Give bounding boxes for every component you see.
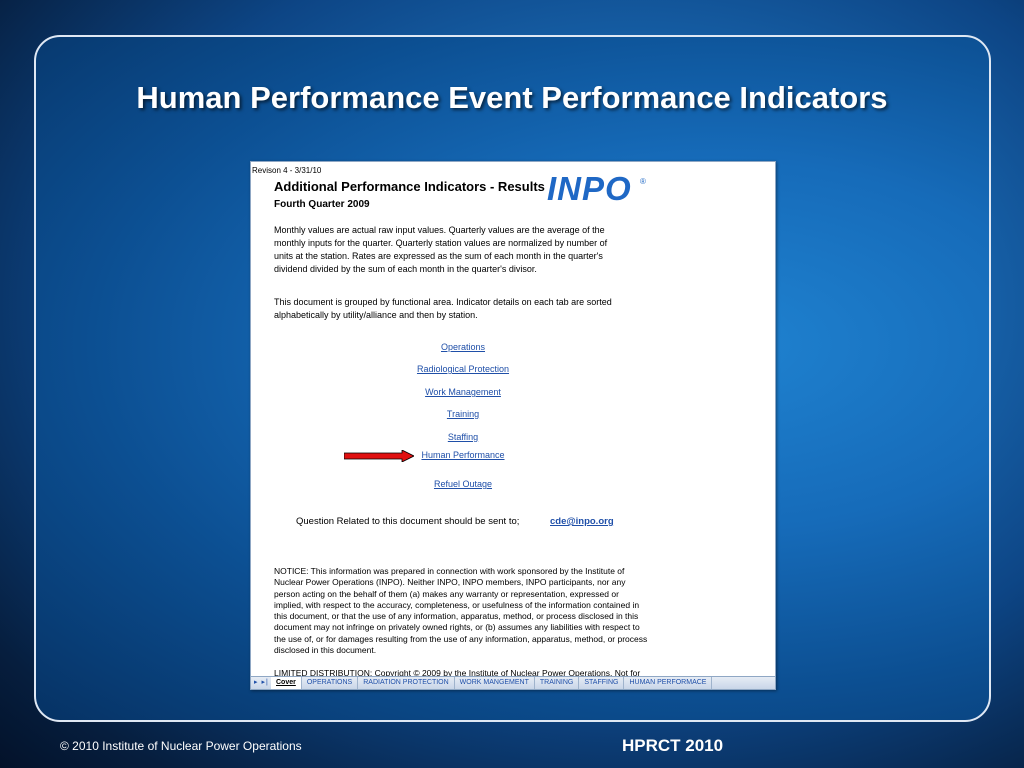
red-arrow-icon — [344, 450, 414, 462]
link-work-management[interactable]: Work Management — [425, 387, 501, 397]
notice-paragraph: NOTICE: This information was prepared in… — [274, 566, 647, 656]
copyright-footer: © 2010 Institute of Nuclear Power Operat… — [60, 739, 302, 753]
link-human-performance[interactable]: Human Performance — [421, 450, 505, 460]
document-subtitle: Fourth Quarter 2009 — [274, 199, 370, 210]
link-operations[interactable]: Operations — [440, 342, 486, 352]
link-training[interactable]: Training — [446, 409, 480, 419]
grouping-line: alphabetically by utility/alliance and t… — [274, 310, 478, 320]
notice-line: the use of, or for damages resulting fro… — [274, 633, 648, 644]
link-refuel-outage[interactable]: Refuel Outage — [433, 479, 493, 489]
notice-line: NOTICE: This information was prepared in… — [274, 566, 625, 576]
revision-label: Revison 4 - 3/31/10 — [252, 166, 322, 175]
inpo-logo: INPO — [547, 170, 632, 207]
contact-email-link[interactable]: cde@inpo.org — [550, 516, 614, 527]
link-staffing[interactable]: Staffing — [447, 432, 479, 442]
notice-line: person acting on the behalf of them (a) … — [274, 588, 619, 599]
slide-title: Human Performance Event Performance Indi… — [136, 80, 888, 115]
document-screenshot: Revison 4 - 3/31/10 Additional Performan… — [250, 161, 776, 690]
sheet-tab-bar: ▸ ▸| Cover OPERATIONS RADIATION PROTECTION W… — [251, 676, 775, 689]
question-text: Question Related to this document should… — [296, 516, 520, 527]
document-title: Additional Performance Indicators - Resu… — [274, 179, 545, 194]
tab-operations[interactable]: OPERATIONS — [302, 677, 359, 689]
notice-line: this document, or that the use of any in… — [274, 611, 639, 622]
tab-cover[interactable]: Cover — [271, 677, 302, 689]
tab-scroll-arrows-icon[interactable]: ▸ ▸| — [254, 679, 269, 686]
notice-line: disclosed in this document. — [274, 645, 377, 656]
registered-mark: ® — [640, 177, 646, 186]
notice-line: implied, with respect to the accuracy, c… — [274, 599, 640, 610]
grouping-line: This document is grouped by functional a… — [274, 297, 612, 307]
intro-line: dividend divided by the sum of each mont… — [274, 264, 537, 274]
tab-staffing[interactable]: STAFFING — [579, 677, 625, 689]
link-radiological-protection[interactable]: Radiological Protection — [416, 364, 510, 374]
tab-human-performace[interactable]: HUMAN PERFORMACE — [624, 677, 713, 689]
intro-paragraph: Monthly values are actual raw input valu… — [274, 224, 607, 276]
intro-line: units at the station. Rates are expresse… — [274, 251, 603, 261]
limited-distribution: LIMITED DISTRIBUTION: Copyright © 2009 b… — [274, 668, 641, 678]
intro-line: monthly inputs for the quarter. Quarterl… — [274, 238, 608, 248]
tab-work-mangement[interactable]: WORK MANGEMENT — [455, 677, 535, 689]
tab-training[interactable]: TRAINING — [535, 677, 580, 689]
notice-line: Nuclear Power Operations (INPO). Neither… — [274, 577, 626, 588]
tab-radiation-protection[interactable]: RADIATION PROTECTION — [358, 677, 455, 689]
grouping-paragraph: This document is grouped by functional a… — [274, 296, 612, 322]
notice-line: document may not infringe on privately o… — [274, 622, 640, 633]
conference-footer: HPRCT 2010 — [622, 736, 724, 755]
intro-line: Monthly values are actual raw input valu… — [274, 225, 605, 235]
